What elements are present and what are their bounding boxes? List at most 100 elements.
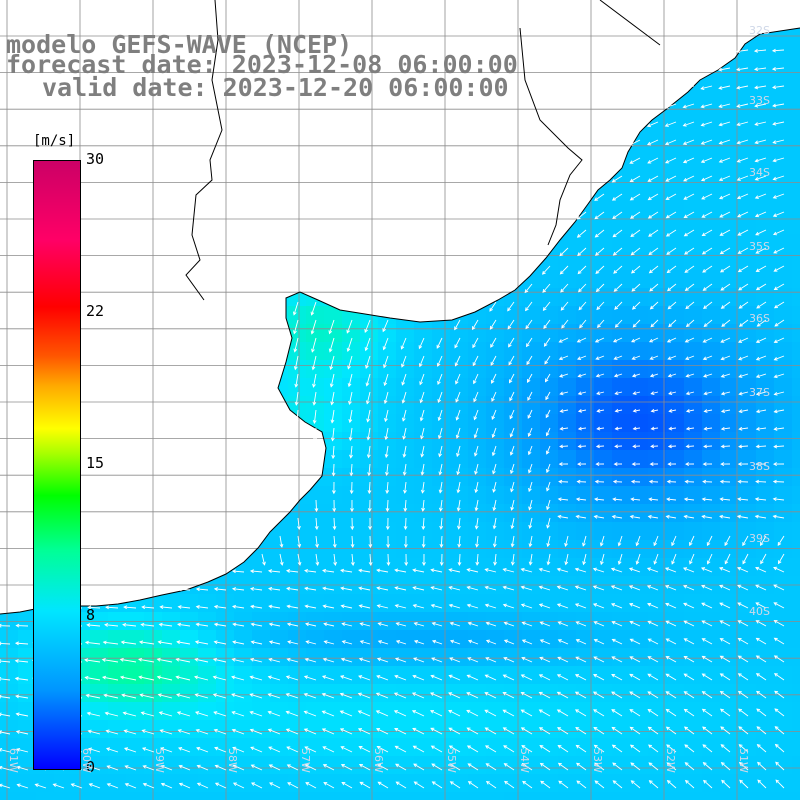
wind-vector-arrow xyxy=(448,586,461,591)
wind-vector-arrow xyxy=(700,85,713,90)
wind-vector-arrow xyxy=(538,674,551,681)
wind-speed-cell xyxy=(288,738,306,756)
wind-vector-arrow xyxy=(507,301,515,312)
wind-speed-cell xyxy=(684,216,702,234)
wind-speed-cell xyxy=(666,774,684,792)
wind-speed-cell xyxy=(396,450,414,468)
wind-vector-arrow xyxy=(701,193,713,200)
wind-vector-arrow xyxy=(754,175,767,181)
wind-speed-cell xyxy=(450,612,468,630)
wind-speed-cell xyxy=(792,702,800,720)
wind-vector-arrow xyxy=(323,640,335,645)
wind-vector-arrow xyxy=(577,247,587,257)
wind-vector-arrow xyxy=(195,622,209,627)
wind-vector-arrow xyxy=(614,408,623,413)
wind-speed-cell xyxy=(522,756,540,774)
wind-vector-arrow xyxy=(756,726,767,735)
wind-speed-cell xyxy=(0,612,18,630)
wind-speed-cell xyxy=(594,648,612,666)
wind-vector-arrow xyxy=(592,585,605,591)
wind-vector-arrow xyxy=(195,729,209,735)
wind-vector-arrow xyxy=(671,553,677,565)
wind-speed-cell xyxy=(504,522,522,540)
wind-speed-cell xyxy=(468,738,486,756)
wind-vector-arrow xyxy=(546,499,551,511)
wind-speed-cell xyxy=(306,792,324,800)
wind-speed-cell xyxy=(702,486,720,504)
wind-speed-cell xyxy=(684,486,702,504)
wind-speed-cell xyxy=(180,630,198,648)
wind-vector-arrow xyxy=(595,265,605,275)
wind-speed-cell xyxy=(774,396,792,414)
colorbar-tick-label: 30 xyxy=(86,150,105,168)
wind-speed-cell xyxy=(738,432,756,450)
wind-speed-cell xyxy=(738,180,756,198)
wind-speed-cell xyxy=(648,396,666,414)
wind-vector-arrow xyxy=(123,605,137,610)
wind-vector-arrow xyxy=(685,391,695,396)
wind-speed-cell xyxy=(414,396,432,414)
wind-speed-cell xyxy=(270,756,288,774)
lat-label: 32S xyxy=(749,24,770,37)
wind-speed-cell xyxy=(666,630,684,648)
wind-vector-arrow xyxy=(650,391,659,395)
wind-speed-cell xyxy=(252,702,270,720)
wind-vector-arrow xyxy=(772,497,785,502)
wind-vector-arrow xyxy=(648,780,659,789)
wind-vector-arrow xyxy=(754,157,767,163)
wind-vector-arrow xyxy=(682,85,695,91)
wind-vector-arrow xyxy=(611,726,623,735)
wind-vector-arrow xyxy=(632,426,641,431)
wind-speed-cell xyxy=(702,90,720,108)
wind-vector-arrow xyxy=(521,639,533,645)
wind-vector-arrow xyxy=(557,744,569,753)
wind-speed-cell xyxy=(288,666,306,684)
wind-speed-cell xyxy=(774,648,792,666)
wind-vector-arrow xyxy=(612,497,623,502)
wind-speed-cell xyxy=(576,234,594,252)
wind-speed-cell xyxy=(558,738,576,756)
wind-speed-cell xyxy=(486,378,504,396)
wind-vector-arrow xyxy=(772,514,785,519)
wind-speed-cell xyxy=(396,702,414,720)
wind-vector-arrow xyxy=(359,781,371,789)
wind-speed-cell xyxy=(288,684,306,702)
wind-speed-cell xyxy=(792,252,800,270)
wind-vector-arrow xyxy=(303,675,317,681)
wind-vector-arrow xyxy=(267,728,281,735)
wind-vector-arrow xyxy=(413,763,425,771)
wind-vector-arrow xyxy=(367,499,372,513)
wind-vector-arrow xyxy=(719,584,731,591)
wind-vector-arrow xyxy=(232,782,245,789)
wind-speed-cell xyxy=(612,720,630,738)
wind-vector-arrow xyxy=(508,373,515,384)
wind-speed-cell xyxy=(612,774,630,792)
wind-speed-cell xyxy=(630,540,648,558)
wind-vector-arrow xyxy=(773,566,785,573)
wind-speed-cell xyxy=(648,144,666,162)
wind-vector-arrow xyxy=(773,637,785,645)
wind-speed-cell xyxy=(702,378,720,396)
wind-speed-cell xyxy=(378,324,396,342)
wind-speed-cell xyxy=(648,594,666,612)
wind-speed-cell xyxy=(108,702,126,720)
wind-speed-cell xyxy=(342,468,360,486)
wind-speed-cell xyxy=(450,504,468,522)
wind-vector-arrow xyxy=(592,691,605,699)
wind-speed-cell xyxy=(666,648,684,666)
wind-speed-cell xyxy=(702,684,720,702)
wind-vector-arrow xyxy=(647,514,659,519)
wind-vector-arrow xyxy=(524,283,533,294)
wind-vector-arrow xyxy=(502,568,515,573)
wind-vector-arrow xyxy=(650,444,659,449)
wind-speed-cell xyxy=(594,738,612,756)
wind-speed-cell xyxy=(414,486,432,504)
wind-speed-cell xyxy=(738,234,756,252)
wind-speed-cell xyxy=(522,378,540,396)
wind-vector-arrow xyxy=(557,727,569,735)
wind-speed-cell xyxy=(684,612,702,630)
wind-vector-arrow xyxy=(772,103,785,108)
wind-vector-arrow xyxy=(84,658,101,663)
wind-speed-cell xyxy=(540,792,558,800)
wind-vector-arrow xyxy=(650,426,659,431)
